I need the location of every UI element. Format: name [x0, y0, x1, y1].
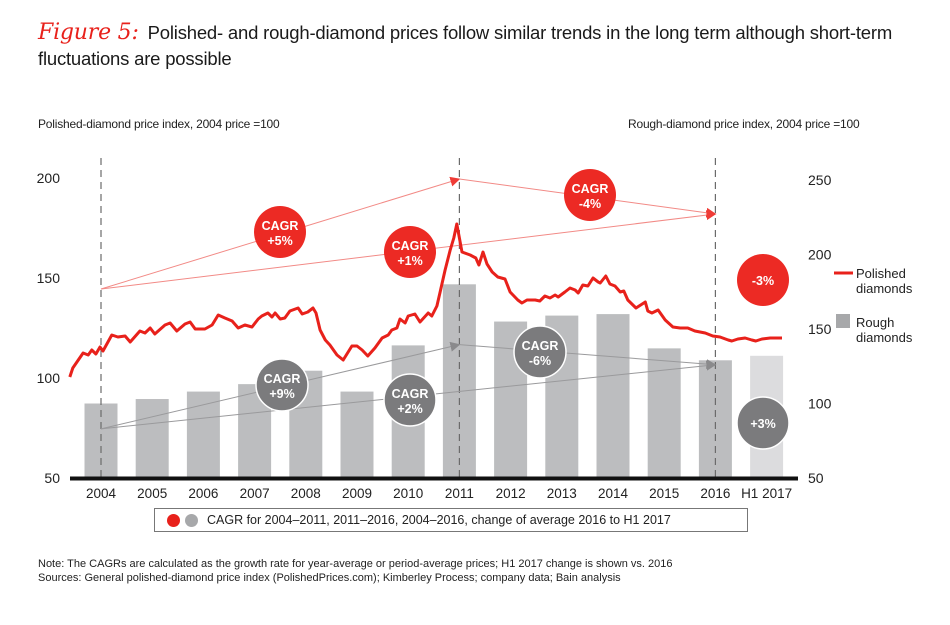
x-tick-label: 2014 [598, 486, 629, 501]
right-tick-label: 150 [808, 321, 832, 337]
left-tick-label: 150 [37, 270, 61, 286]
left-tick-label: 200 [37, 170, 61, 186]
x-tick-label: 2010 [393, 486, 423, 501]
bubble-label-top: CAGR [572, 182, 609, 196]
red-circle [564, 169, 616, 221]
notes: Note: The CAGRs are calculated as the gr… [38, 557, 672, 585]
bubble-label-value: +9% [269, 387, 294, 401]
figure-label: Figure 5: [38, 20, 139, 45]
red-dot-icon [167, 513, 180, 527]
bar-2009 [340, 391, 374, 478]
cagr-bubble: CAGR+9% [255, 358, 309, 412]
bubble-label-value: -3% [752, 274, 774, 288]
cagr-bubbles: CAGR+5% CAGR+1%CAGR-4%-3%CAGR+9% CAGR+2%CA… [254, 169, 790, 450]
bubble-label-top: CAGR [264, 372, 301, 386]
left-axis-title: Polished-diamond price index, 2004 price… [38, 117, 280, 131]
bubble-label-value: +3% [750, 417, 775, 431]
legend-square-icon [836, 314, 850, 328]
bar-2006 [186, 391, 220, 478]
x-tick-label: 2016 [700, 486, 730, 501]
right-axis-title: Rough-diamond price index, 2004 price =1… [628, 117, 860, 131]
gray-circle [513, 325, 567, 379]
cagr-key-text: CAGR for 2004–2011, 2011–2016, 2004–2016… [207, 513, 671, 527]
sources-text: Sources: General polished-diamond price … [38, 572, 621, 584]
cagr-bubble: CAGR-4% [564, 169, 616, 221]
x-tick-label: 2012 [496, 486, 526, 501]
red-circle [384, 226, 436, 278]
bubble-label-top: CAGR [392, 387, 429, 401]
x-tick-label: 2009 [342, 486, 372, 501]
x-tick-label: 2007 [240, 486, 270, 501]
bar-2005 [135, 399, 169, 478]
cagr-bubble: +3% [736, 396, 790, 450]
bubble-label-top: CAGR [262, 219, 299, 233]
cagr-bubble: CAGR+5% [254, 206, 306, 258]
cagr-bubble: -3% [737, 254, 789, 306]
gray-circle [736, 396, 790, 450]
gray-dot-icon [185, 513, 198, 527]
bubble-label-value: +5% [267, 234, 292, 248]
x-tick-label: 2004 [86, 486, 117, 501]
left-tick-label: 50 [44, 470, 60, 486]
x-tick-label: 2005 [137, 486, 167, 501]
cagr-key: CAGR for 2004–2011, 2011–2016, 2004–2016… [154, 508, 748, 532]
bubble-label-value: +2% [397, 402, 422, 416]
x-tick-label: 2015 [649, 486, 679, 501]
red-circle [254, 206, 306, 258]
right-tick-label: 50 [808, 470, 824, 486]
x-tick-label: H1 2017 [741, 486, 792, 501]
right-tick-label: 250 [808, 172, 832, 188]
legend-label: Rough [856, 315, 894, 330]
axes: 50 100 150 200 50 100 150 200 250 2004 2005 2006 200… [37, 170, 832, 501]
bubble-label-value: -4% [579, 197, 601, 211]
x-tick-label: 2008 [291, 486, 321, 501]
gray-circle [255, 358, 309, 412]
chart-title: Figure 5: Polished- and rough-diamond pr… [38, 20, 938, 72]
title-text: Polished- and rough-diamond prices follo… [38, 22, 893, 69]
x-tick-label: 2013 [547, 486, 577, 501]
polished-line-group [68, 222, 782, 378]
right-tick-label: 200 [808, 247, 832, 263]
polished-line [68, 222, 782, 378]
bubble-label-top: CAGR [392, 239, 429, 253]
gray-circle [383, 373, 437, 427]
x-axis-line [70, 476, 798, 481]
cagr-bubble: CAGR+2% [383, 373, 437, 427]
bubble-label-top: CAGR [522, 339, 559, 353]
x-tick-label: 2006 [188, 486, 218, 501]
bubble-label-value: +1% [397, 254, 422, 268]
bar-2015 [647, 348, 681, 478]
right-tick-label: 100 [808, 396, 832, 412]
x-tick-label: 2011 [445, 486, 474, 501]
cagr-bubble: CAGR+1% [384, 226, 436, 278]
red-circle [737, 254, 789, 306]
note-text: Note: The CAGRs are calculated as the gr… [38, 558, 673, 570]
legend-label: Polished [856, 266, 906, 281]
bubble-label-value: -6% [529, 354, 551, 368]
bar-2014 [596, 314, 630, 478]
arrow-rough-2011-2016 [459, 344, 717, 370]
cagr-bubble: CAGR-6% [513, 325, 567, 379]
legend-label: diamonds [856, 330, 913, 345]
left-tick-label: 100 [37, 370, 61, 386]
legend-label: diamonds [856, 281, 913, 296]
